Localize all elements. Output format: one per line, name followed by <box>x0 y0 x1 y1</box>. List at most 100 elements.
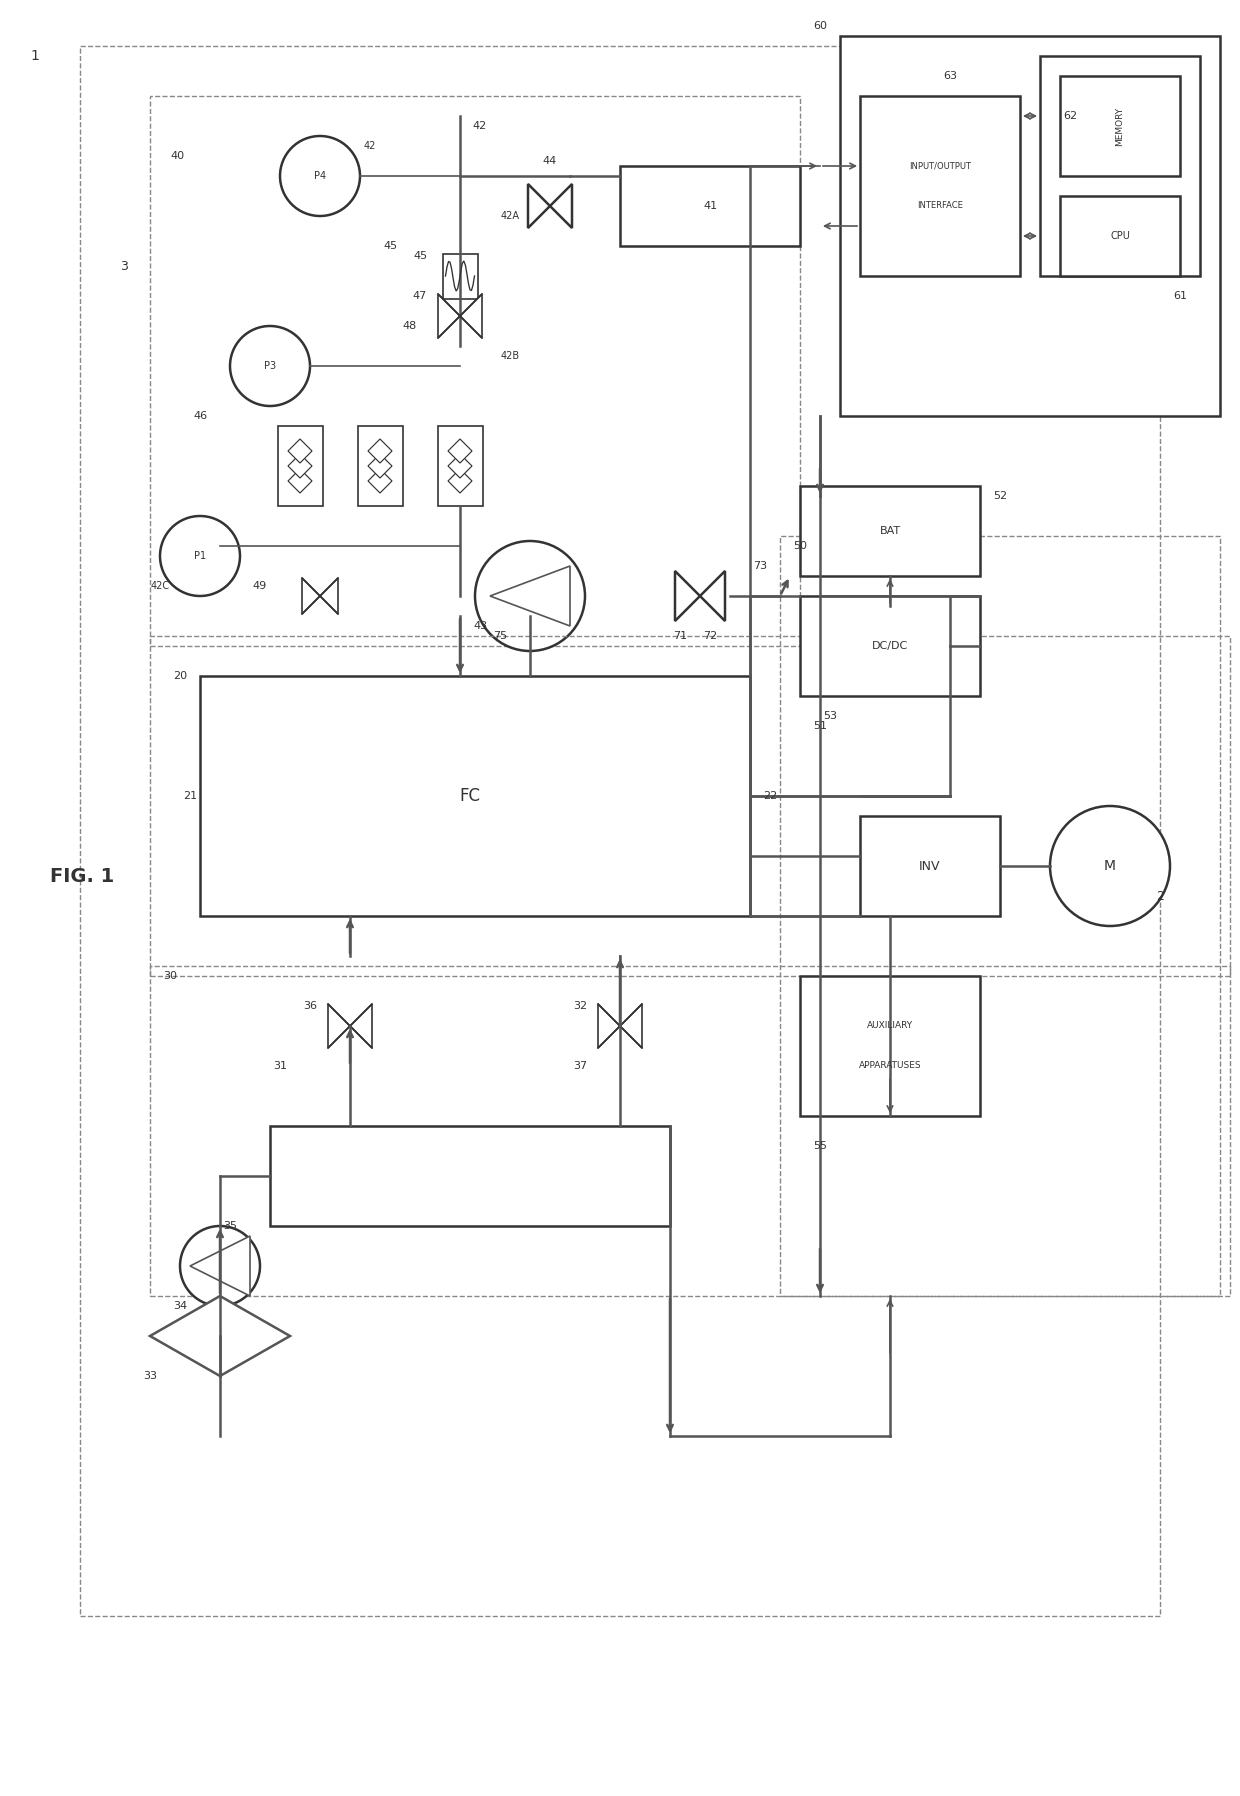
Text: 48: 48 <box>403 321 417 330</box>
Polygon shape <box>320 578 339 614</box>
Text: 40: 40 <box>170 151 184 162</box>
Text: 41: 41 <box>703 201 717 210</box>
Text: 71: 71 <box>673 630 687 641</box>
Text: AUXILIARY: AUXILIARY <box>867 1022 913 1031</box>
Polygon shape <box>490 566 570 627</box>
Text: 55: 55 <box>813 1140 827 1151</box>
Text: 53: 53 <box>823 711 837 720</box>
Text: 30: 30 <box>162 972 177 981</box>
Bar <box>200 675 750 916</box>
Bar <box>780 535 1220 1297</box>
Bar <box>438 426 482 506</box>
Circle shape <box>280 136 360 216</box>
Bar <box>150 95 800 647</box>
Text: 42: 42 <box>472 120 487 131</box>
Text: P1: P1 <box>193 551 206 560</box>
Circle shape <box>180 1227 260 1306</box>
Text: 42A: 42A <box>501 210 520 221</box>
Bar <box>861 815 999 916</box>
Bar <box>81 47 1159 1616</box>
Text: 50: 50 <box>794 541 807 551</box>
Text: 45: 45 <box>383 241 397 251</box>
Polygon shape <box>620 1004 642 1049</box>
Circle shape <box>160 515 241 596</box>
Text: 36: 36 <box>303 1000 317 1011</box>
Text: 33: 33 <box>143 1370 157 1381</box>
Text: 34: 34 <box>172 1300 187 1311</box>
Text: FC: FC <box>460 787 481 805</box>
Polygon shape <box>551 183 572 228</box>
Text: INV: INV <box>919 860 941 873</box>
Text: FIG. 1: FIG. 1 <box>50 866 114 885</box>
Text: 42: 42 <box>363 142 376 151</box>
Bar <box>800 596 980 697</box>
Text: 62: 62 <box>1063 111 1078 120</box>
Bar <box>1060 75 1180 176</box>
Polygon shape <box>448 469 472 492</box>
Text: DC/DC: DC/DC <box>872 641 908 650</box>
Text: 52: 52 <box>993 490 1007 501</box>
Polygon shape <box>288 454 312 478</box>
Bar <box>839 36 1220 417</box>
Polygon shape <box>150 1297 290 1376</box>
Text: 63: 63 <box>942 72 957 81</box>
Text: 1: 1 <box>30 48 38 63</box>
Polygon shape <box>675 571 701 621</box>
Polygon shape <box>303 578 320 614</box>
Polygon shape <box>460 295 482 338</box>
Circle shape <box>1050 806 1171 927</box>
Text: 31: 31 <box>273 1061 286 1070</box>
Text: 72: 72 <box>703 630 717 641</box>
Bar <box>150 966 1230 1297</box>
Bar <box>1060 196 1180 277</box>
Polygon shape <box>448 438 472 463</box>
Text: 73: 73 <box>753 560 768 571</box>
Text: 75: 75 <box>494 630 507 641</box>
Text: 60: 60 <box>813 22 827 31</box>
Polygon shape <box>350 1004 372 1049</box>
Text: 46: 46 <box>193 411 207 420</box>
Text: 2: 2 <box>1156 889 1164 903</box>
Text: 42B: 42B <box>501 350 520 361</box>
Bar <box>1040 56 1200 277</box>
Text: 3: 3 <box>120 259 128 273</box>
Bar <box>861 95 1021 277</box>
Text: 61: 61 <box>1173 291 1187 302</box>
Text: P4: P4 <box>314 171 326 181</box>
Text: INPUT/OUTPUT: INPUT/OUTPUT <box>909 162 971 171</box>
Polygon shape <box>448 454 472 478</box>
Bar <box>443 253 477 298</box>
Polygon shape <box>701 571 725 621</box>
Polygon shape <box>190 1236 250 1297</box>
Polygon shape <box>368 454 392 478</box>
Text: M: M <box>1104 858 1116 873</box>
Text: INTERFACE: INTERFACE <box>918 201 963 210</box>
Text: 22: 22 <box>763 790 777 801</box>
Text: 43: 43 <box>472 621 487 630</box>
Bar <box>150 636 1230 975</box>
Circle shape <box>475 541 585 650</box>
Text: 20: 20 <box>172 672 187 681</box>
Text: 49: 49 <box>253 580 267 591</box>
Bar <box>278 426 322 506</box>
Polygon shape <box>288 469 312 492</box>
Text: 44: 44 <box>543 156 557 165</box>
Bar <box>357 426 403 506</box>
Text: 35: 35 <box>223 1221 237 1230</box>
Polygon shape <box>288 438 312 463</box>
Text: 32: 32 <box>573 1000 587 1011</box>
Polygon shape <box>368 469 392 492</box>
Bar <box>800 975 980 1115</box>
Text: 21: 21 <box>184 790 197 801</box>
Text: 45: 45 <box>413 251 427 260</box>
Polygon shape <box>329 1004 350 1049</box>
Text: 42C: 42C <box>150 580 170 591</box>
Text: MEMORY: MEMORY <box>1116 106 1125 145</box>
Text: 47: 47 <box>413 291 427 302</box>
Text: APPARATUSES: APPARATUSES <box>858 1061 921 1070</box>
Text: BAT: BAT <box>879 526 900 535</box>
Bar <box>270 1126 670 1227</box>
Polygon shape <box>528 183 551 228</box>
Text: P3: P3 <box>264 361 277 372</box>
Text: CPU: CPU <box>1110 232 1130 241</box>
